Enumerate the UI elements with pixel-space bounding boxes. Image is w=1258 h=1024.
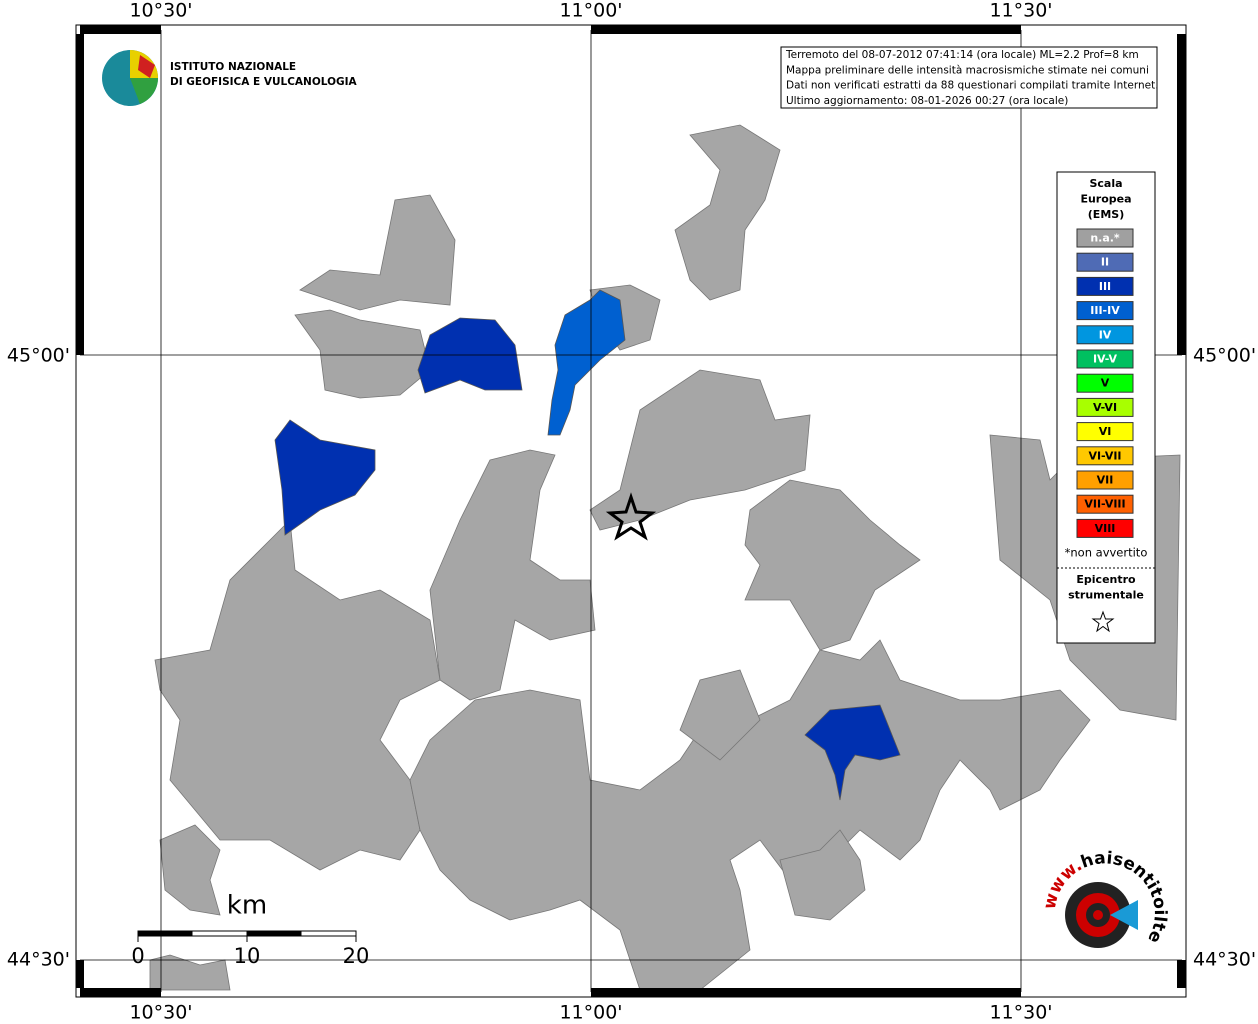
legend-label: V [1101,377,1110,390]
axis-label: 11°30' [989,0,1052,22]
legend-label: VIII [1095,522,1116,535]
logo-text: ISTITUTO NAZIONALE [170,61,296,73]
scale-segment [247,931,302,936]
legend-note: *non avvertito [1065,546,1148,560]
axis-label: 10°30' [129,0,192,22]
legend-swatch [1076,349,1134,369]
legend-swatch [1076,397,1134,417]
legend-label: VI [1099,425,1112,438]
legend-title: Europea [1080,193,1131,206]
legend-epicenter: strumentale [1068,589,1144,602]
scale-label: 20 [343,944,370,968]
region-iii [804,704,901,801]
legend-label: n.a.* [1090,232,1120,245]
axis-label: 11°00' [559,1002,622,1024]
legend-title: (EMS) [1088,208,1124,221]
scale-label: 0 [131,944,144,968]
info-box [780,46,1158,109]
legend-star [1091,610,1115,633]
legend-label: IV [1099,328,1112,341]
legend-swatch [1076,494,1134,514]
legend-swatch [1076,518,1134,538]
legend-label: III-IV [1090,304,1120,317]
info-line: Mappa preliminare delle intensità macros… [786,64,1149,76]
info-line: Terremoto del 08-07-2012 07:41:14 (ora l… [785,49,1139,61]
legend-swatch [1076,252,1134,272]
legend-label: II [1101,256,1109,269]
epicenter [605,492,657,541]
scale-unit: km [227,891,267,921]
axis-label: 10°30' [129,1002,192,1024]
legend-swatch [1076,301,1134,321]
region-iii [417,317,523,394]
info-line: Ultimo aggiornamento: 08-01-2026 00:27 (… [786,95,1068,107]
info-line: Dati non verificati estratti da 88 quest… [786,80,1159,92]
legend-epicenter: Epicentro [1076,573,1136,586]
logo: ISTITUTO NAZIONALE DI GEOFISICA E VULCAN… [102,50,358,106]
regions [149,124,1181,991]
legend-swatch [1076,228,1134,248]
legend-swatch [1076,422,1134,442]
axis-label: 44°30' [1193,949,1256,971]
legend-swatch [1076,373,1134,393]
frame [75,24,1187,998]
legend-label: VII [1097,474,1114,487]
graticule [80,30,1182,992]
region-iii [274,419,376,536]
legend-swatch [1076,446,1134,466]
logo-text: DI GEOFISICA E VULCANOLOGIA [170,76,358,88]
legend-swatch [1076,276,1134,296]
axis-label: 45°00' [1193,345,1256,367]
axis-label: 11°00' [559,0,622,22]
scale-label: 10 [234,944,261,968]
axis-label: 11°30' [989,1002,1052,1024]
region-iii-iv [547,289,626,436]
axis-label: 45°00' [7,345,70,367]
legend-label: V-VI [1093,401,1117,414]
legend-label: III [1099,280,1111,293]
legend-title: Scala [1089,177,1122,190]
legend-swatch [1076,470,1134,490]
legend-label: IV-V [1093,353,1118,366]
legend-label: VII-VIII [1084,498,1125,511]
legend-swatch [1076,325,1134,345]
scale-segment [138,931,193,936]
axis-label: 44°30' [7,949,70,971]
legend-label: VI-VII [1088,449,1121,462]
